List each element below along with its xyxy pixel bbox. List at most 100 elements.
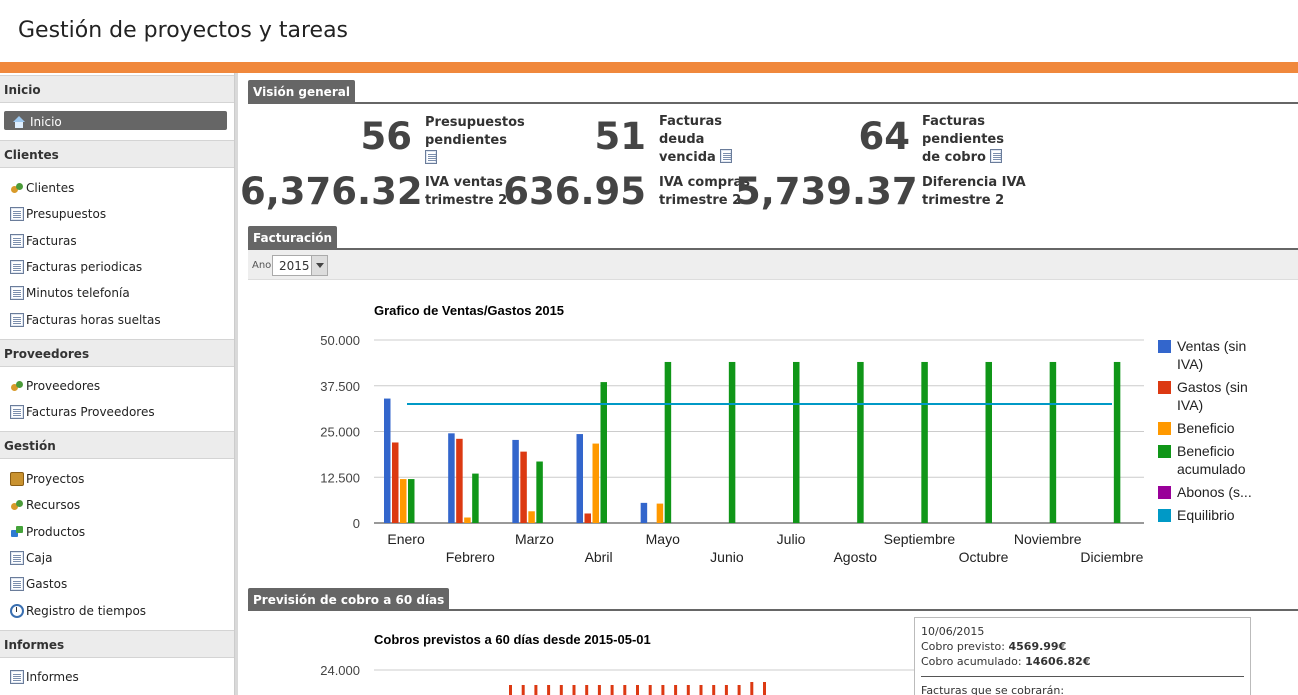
sidebar-item-productos[interactable]: Productos [10, 522, 85, 542]
stat-value: 6,376.32 [240, 170, 423, 213]
sidebar-item-clientes[interactable]: Clientes [10, 178, 74, 198]
document-icon [10, 286, 24, 300]
document-icon[interactable] [720, 149, 733, 163]
chevron-down-icon[interactable] [311, 256, 327, 275]
stat-label-iva-compras: IVA compras trimestre 2 [659, 175, 751, 208]
chart-bar [636, 685, 639, 695]
stat-label-iva-ventas: IVA ventas trimestre 2 [425, 175, 508, 208]
chart-bar [592, 443, 599, 523]
sidebar-item-label: Informes [26, 670, 79, 684]
stat-value: 56 [360, 115, 413, 158]
chart-bar [520, 451, 527, 523]
tab-prevision-cobro[interactable]: Previsión de cobro a 60 días [248, 588, 450, 610]
legend-label: Equilibrio [1177, 507, 1235, 523]
users-icon [10, 379, 24, 393]
chart-bar [585, 685, 589, 695]
stat-label-presupuestos-pendientes[interactable]: Presupuestos pendientes [425, 114, 525, 168]
legend-label: IVA) [1177, 397, 1203, 413]
sidebar-section-proveedores[interactable]: Proveedores [0, 339, 234, 367]
chart-bar [728, 361, 736, 523]
chart-bar [648, 685, 652, 695]
x-tick-label: Junio [710, 549, 744, 565]
sidebar-item-label: Facturas [26, 234, 77, 248]
y-tick-label: 24.000 [320, 663, 360, 678]
sidebar-item-proyectos[interactable]: Proyectos [10, 469, 84, 489]
sidebar-item-caja[interactable]: Caja [10, 548, 52, 568]
sidebar-item-label: Facturas Proveedores [26, 405, 155, 419]
document-icon[interactable] [425, 150, 437, 164]
sidebar-item-label: Inicio [30, 114, 62, 129]
x-tick-label: Agosto [833, 549, 877, 565]
sidebar-item-registro-de-tiempos[interactable]: Registro de tiempos [10, 601, 146, 621]
sidebar-item-recursos[interactable]: Recursos [10, 495, 80, 515]
collections-forecast-chart: Cobros previstos a 60 días desde 2015-05… [320, 632, 1144, 695]
stat-label-facturas-pendientes-cobro[interactable]: Facturas pendientes de cobro [922, 114, 1004, 165]
sidebar-section-informes[interactable]: Informes [0, 630, 234, 658]
sidebar-item-label: Gastos [26, 577, 68, 591]
tab-facturacion[interactable]: Facturación [248, 226, 338, 248]
chart-bar [509, 685, 512, 695]
chart-bar [737, 685, 741, 695]
chart-bar [576, 434, 583, 523]
chart-bar [559, 685, 563, 695]
x-tick-label: Mayo [646, 531, 680, 547]
y-tick-label: 37.500 [320, 379, 360, 394]
sidebar-splitter[interactable] [235, 73, 238, 695]
chart-bar [400, 479, 407, 523]
sidebar-item-facturas-proveedores[interactable]: Facturas Proveedores [10, 402, 155, 422]
x-tick-label: Marzo [515, 531, 554, 547]
x-tick-label: Enero [387, 531, 425, 547]
x-tick-label: Julio [777, 531, 806, 547]
x-tick-label: Octubre [959, 549, 1009, 565]
tooltip-divider [921, 676, 1244, 677]
document-icon [10, 207, 24, 221]
chart-bar [392, 442, 399, 523]
sidebar-section-gestion[interactable]: Gestión [0, 431, 234, 459]
users-icon [10, 181, 24, 195]
sidebar-item-proveedores[interactable]: Proveedores [10, 376, 100, 396]
stat-label-facturas-deuda-vencida[interactable]: Facturas deuda vencida [659, 113, 733, 167]
y-tick-label: 50.000 [320, 333, 360, 348]
legend-swatch [1158, 340, 1171, 353]
sidebar-item-facturas-horas-sueltas[interactable]: Facturas horas sueltas [10, 310, 161, 330]
document-icon [10, 405, 24, 419]
year-label: Ano [252, 260, 272, 271]
chart-bar [664, 361, 672, 523]
stat-value: 5,739.37 [735, 170, 918, 213]
y-tick-label: 12.500 [320, 470, 360, 485]
sidebar-item-presupuestos[interactable]: Presupuestos [10, 204, 106, 224]
stat-value: 51 [594, 115, 647, 158]
chart-bar [921, 361, 928, 523]
sidebar-item-gastos[interactable]: Gastos [10, 574, 67, 594]
chart-bar [408, 479, 415, 523]
document-icon [10, 260, 24, 274]
sidebar-item-inicio[interactable]: Inicio [4, 111, 227, 130]
legend-label: acumulado [1177, 461, 1246, 477]
chart-bar [584, 513, 591, 523]
sidebar-section-clientes[interactable]: Clientes [0, 140, 234, 168]
products-icon [10, 525, 24, 539]
sidebar-section-inicio[interactable]: Inicio [0, 75, 234, 103]
document-icon[interactable] [990, 149, 1003, 163]
sidebar-item-facturas[interactable]: Facturas [10, 231, 77, 251]
sidebar-item-minutos-telefonia[interactable]: Minutos telefonía [10, 283, 130, 303]
sidebar-item-label: Caja [26, 551, 53, 565]
sidebar-item-label: Recursos [26, 498, 81, 512]
sidebar [0, 73, 235, 695]
chart-bar [597, 685, 601, 695]
tab-vision-general[interactable]: Visión general [248, 80, 355, 102]
section-rule [248, 102, 1298, 104]
legend-label: Ventas (sin [1177, 338, 1246, 354]
sidebar-item-facturas-periodicas[interactable]: Facturas periodicas [10, 257, 142, 277]
chart-bar [384, 398, 391, 523]
chart-bar [712, 685, 716, 695]
tooltip-cobro-previsto: Cobro previsto: 4569.99€ [921, 640, 1067, 653]
sales-expenses-chart: Grafico de Ventas/Gastos 2015 0 12.500 25.0… [320, 303, 1251, 565]
chart-bar [623, 685, 627, 695]
sidebar-item-informes[interactable]: Informes [10, 667, 79, 687]
tooltip-cobro-acumulado: Cobro acumulado: 14606.82€ [921, 655, 1091, 668]
tooltip-facturas: Facturas que se cobrarán: [921, 684, 1065, 695]
year-select[interactable]: 2015 [272, 255, 328, 276]
tooltip-date: 10/06/2015 [921, 625, 985, 638]
x-tick-label: Diciembre [1080, 549, 1143, 565]
